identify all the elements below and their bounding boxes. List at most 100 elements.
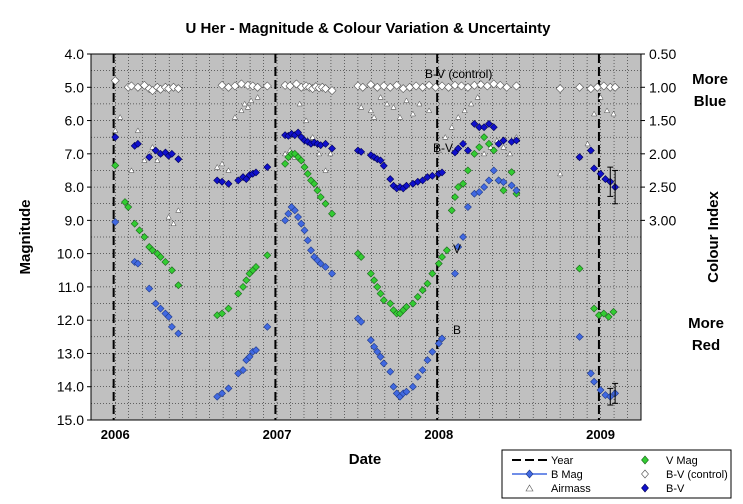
v-mag-point (507, 168, 516, 177)
airmass-point (604, 107, 611, 113)
annotation-v: V (453, 242, 461, 256)
v-mag-point (148, 246, 157, 255)
b-v-point (489, 123, 498, 132)
b-v-control-point (110, 76, 120, 86)
b-v-control-point (495, 80, 505, 90)
y2-tick-label: 1.00 (649, 79, 676, 95)
y-tick-label: 6.0 (65, 113, 85, 129)
airmass-point (254, 94, 261, 100)
b-mag-point (151, 299, 160, 308)
legend-swatch-bv-control (641, 469, 649, 479)
legend-label-bv-control: B-V (control) (666, 469, 728, 481)
v-mag-point (252, 263, 260, 271)
b-mag-point (434, 339, 443, 348)
b-v-point (151, 146, 160, 155)
airmass-point (591, 110, 598, 117)
airmass-point (448, 124, 455, 130)
v-mag-point (130, 219, 139, 228)
airmass-point (117, 114, 124, 120)
v-mag-point (174, 281, 183, 290)
b-mag-point (156, 304, 165, 313)
legend-swatch-bv (641, 483, 649, 493)
b-mag-point (234, 369, 243, 378)
b-mag-point (475, 188, 484, 197)
b-mag-point (224, 384, 233, 393)
b-mag-point (133, 259, 142, 268)
v-mag-point (313, 186, 322, 195)
b-mag-point (373, 347, 382, 356)
airmass-point (584, 140, 591, 147)
b-v-point (167, 149, 176, 158)
airmass-point (112, 127, 119, 133)
b-mag-point (507, 181, 516, 190)
b-v-point (418, 176, 427, 185)
airmass-point (296, 100, 303, 107)
v-mag-point (451, 193, 459, 201)
b-mag-point (451, 269, 459, 278)
x-tick-label: 2009 (586, 427, 615, 442)
airmass-point (426, 107, 433, 113)
v-mag-point (485, 139, 493, 148)
b-v-control-point (366, 80, 376, 90)
b-mag-point (263, 322, 272, 331)
plot-area (90, 53, 642, 421)
b-mag-point (111, 218, 120, 226)
y-tick-label: 7.0 (65, 146, 85, 162)
more-blue-line1: More (692, 71, 728, 88)
airmass-point (481, 150, 488, 157)
legend-label-v-mag: V Mag (666, 455, 698, 467)
v-mag-point (310, 179, 319, 188)
v-mag-point (489, 146, 498, 155)
y2-tick-label: 2.00 (649, 146, 676, 162)
v-mag-point (475, 143, 484, 152)
b-v-point (575, 153, 584, 162)
gridlines (91, 53, 642, 421)
v-mag-point (239, 282, 247, 291)
b-mag-point (297, 219, 306, 228)
v-mag-point (402, 302, 411, 311)
b-v-point (386, 175, 395, 184)
v-mag-point (480, 133, 489, 142)
b-v-point (494, 139, 503, 148)
b-mag-point (389, 382, 398, 391)
b-v-point (145, 153, 154, 162)
airmass-point (384, 100, 391, 107)
y-tick-label: 15.0 (57, 412, 84, 428)
b-v-control-point (327, 86, 337, 96)
airmass-point (455, 114, 462, 120)
b-v-control-point (463, 82, 473, 92)
b-mag-point (294, 213, 302, 221)
airmass-point (557, 170, 564, 177)
airmass-point (367, 107, 374, 113)
b-mag-point (590, 377, 599, 386)
b-mag-point (300, 226, 309, 235)
b-v-control-point (379, 81, 389, 91)
b-v-control-point (133, 82, 143, 92)
v-mag-point (418, 286, 427, 295)
b-v-control-point (262, 81, 272, 91)
airmass-point (134, 127, 141, 133)
b-mag-point (485, 176, 493, 185)
legend-label-year: Year (551, 455, 574, 467)
b-mag-point (480, 183, 489, 192)
v-mag-point (124, 203, 133, 211)
v-mag-point (218, 309, 226, 318)
b-mag-point (245, 352, 254, 361)
b-v-point (252, 168, 260, 177)
airmass-point (468, 100, 475, 107)
b-mag-point (303, 236, 312, 245)
b-v-point (133, 139, 142, 148)
b-v-control-point (599, 81, 609, 91)
v-mag-point (604, 312, 613, 321)
v-mag-point (442, 246, 451, 255)
v-mag-point (575, 264, 584, 273)
airmass-point (219, 160, 226, 167)
v-mag-point (609, 307, 618, 316)
b-mag-point (145, 284, 154, 293)
annotation-b: B (453, 323, 461, 337)
year-lines (112, 54, 600, 420)
series-marks (110, 76, 620, 406)
x-tick-label: 2008 (424, 427, 453, 442)
b-v-point (438, 168, 446, 177)
b-mag-point (454, 243, 463, 251)
